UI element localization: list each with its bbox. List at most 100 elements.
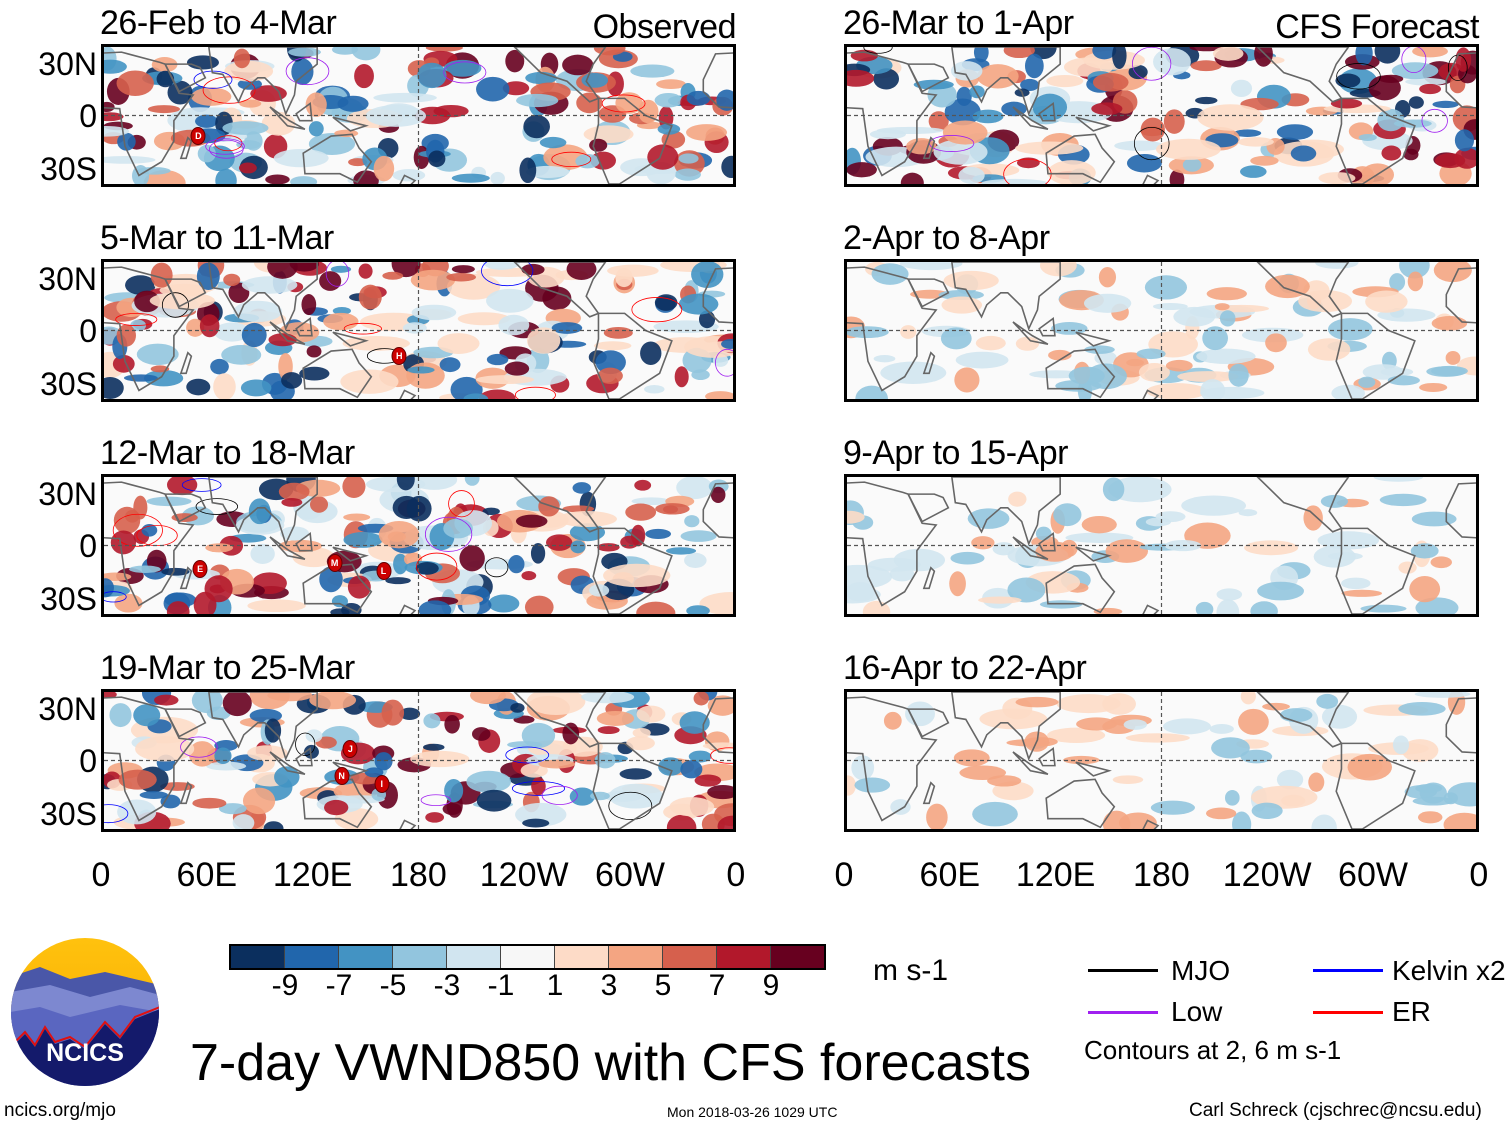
anomaly-blob: [186, 55, 219, 70]
anomaly-blob: [224, 60, 274, 82]
longitude-label: 60W: [1338, 856, 1408, 894]
wave-contour: [715, 349, 733, 376]
anomaly-blob: [1156, 138, 1221, 160]
coastline: [333, 332, 366, 346]
anomaly-blob: [981, 178, 1048, 184]
anomaly-blob: [351, 47, 381, 61]
anomaly-blob: [1341, 577, 1371, 590]
anomaly-blob: [596, 710, 635, 726]
anomaly-blob: [358, 263, 373, 279]
anomaly-blob: [504, 361, 530, 376]
anomaly-blob: [926, 803, 948, 829]
wave-contour: [711, 748, 733, 764]
coastline: [1076, 117, 1109, 131]
coastline: [333, 547, 366, 561]
anomaly-blob: [1389, 273, 1406, 292]
logo-text: NCICS: [46, 1039, 124, 1067]
anomaly-blob: [1146, 383, 1208, 399]
coastline: [593, 313, 672, 399]
coastline: [847, 267, 936, 390]
anomaly-blob: [1431, 316, 1468, 331]
anomaly-blob: [566, 262, 597, 280]
anomaly-blob: [305, 729, 323, 743]
anomaly-blob: [133, 704, 161, 727]
anomaly-blob: [263, 821, 284, 829]
anomaly-blob: [1015, 141, 1084, 155]
anomaly-blob: [466, 770, 512, 793]
anomaly-blob: [1047, 160, 1096, 184]
anomaly-blob: [1181, 495, 1246, 516]
anomaly-blob: [222, 121, 269, 135]
anomaly-blob: [1216, 588, 1243, 601]
anomaly-blob: [210, 358, 229, 375]
anomaly-blob: [1102, 477, 1125, 502]
anomaly-blob: [116, 70, 154, 97]
panel-title: 9-Apr to 15-Apr: [843, 434, 1068, 472]
longitude-label: 60E: [919, 856, 981, 894]
anomaly-blob: [941, 296, 983, 314]
coastline: [296, 104, 312, 121]
anomaly-blob: [166, 601, 190, 614]
coastline: [1446, 482, 1476, 605]
anomaly-blob: [538, 759, 576, 769]
coastline: [1039, 534, 1055, 551]
anomaly-blob: [470, 692, 506, 705]
anomaly-blob: [1317, 531, 1380, 550]
anomaly-blob: [218, 803, 247, 815]
anomaly-blob: [451, 173, 490, 183]
coastline: [1336, 743, 1415, 829]
anomaly-blob: [437, 333, 480, 354]
vwnd-anomaly-map: [104, 477, 733, 614]
anomaly-blob: [590, 791, 610, 801]
anomaly-blob: [411, 304, 457, 321]
anomaly-blob: [674, 168, 701, 181]
anomaly-blob: [365, 104, 427, 127]
anomaly-blob: [222, 692, 252, 717]
anomaly-blob: [308, 132, 356, 155]
anomaly-blob: [464, 477, 480, 486]
anomaly-blob: [233, 300, 283, 323]
anomaly-blob: [1046, 74, 1084, 88]
panel-source-tag: Observed: [592, 8, 737, 46]
anomaly-blob: [418, 600, 452, 614]
anomaly-blob: [1153, 48, 1191, 76]
coastline: [303, 134, 371, 182]
coastline: [1336, 98, 1415, 184]
anomaly-blob: [382, 271, 404, 280]
anomaly-blob: [347, 575, 371, 599]
colorbar-tick-label: 7: [708, 969, 726, 1002]
latitude-label: 30S: [40, 581, 97, 617]
wave-contour: [113, 514, 162, 546]
legend-mjo-line: [1088, 969, 1158, 972]
anomaly-blob: [1379, 493, 1427, 507]
anomaly-blob: [337, 95, 369, 112]
coastline: [104, 267, 193, 390]
anomaly-blob: [654, 294, 678, 311]
anomaly-blob: [428, 150, 446, 168]
anomaly-blob: [1455, 47, 1472, 72]
anomaly-blob: [632, 727, 651, 738]
anomaly-blob: [1164, 540, 1202, 552]
coastline: [296, 749, 312, 766]
tropical-cyclone-marker: E: [192, 560, 208, 579]
colorbar-swatch: [663, 946, 717, 968]
anomaly-blob: [949, 571, 966, 597]
colorbar-tick-label: 1: [546, 969, 564, 1002]
anomaly-blob: [562, 722, 580, 745]
anomaly-blob: [104, 112, 124, 122]
anomaly-blob: [1020, 78, 1040, 92]
ncics-logo: NCICS: [11, 938, 159, 1086]
coastline: [396, 390, 415, 399]
anomaly-blob: [522, 818, 550, 828]
anomaly-blob: [971, 536, 995, 550]
anomaly-blob: [1251, 802, 1283, 819]
anomaly-blob: [1119, 812, 1157, 829]
anomaly-blob: [1214, 303, 1230, 311]
anomaly-blob: [378, 520, 420, 549]
anomaly-blob: [1108, 477, 1172, 503]
wave-contour: [182, 479, 221, 492]
footer-url[interactable]: ncics.org/mjo: [4, 1100, 116, 1121]
anomaly-blob: [519, 157, 537, 184]
coastline: [396, 605, 415, 614]
anomaly-blob: [104, 101, 115, 113]
